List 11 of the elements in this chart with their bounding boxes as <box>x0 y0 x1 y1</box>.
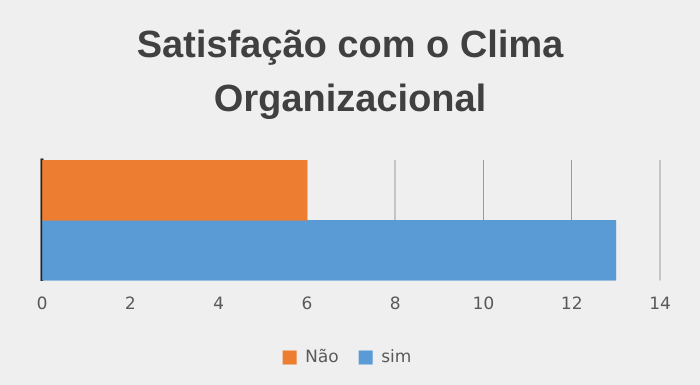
x-tick-label: 14 <box>649 294 671 314</box>
x-tick-label: 0 <box>36 294 48 314</box>
x-tick-label: 8 <box>390 294 401 314</box>
legend-label: sim <box>381 346 412 367</box>
x-tick-label: 2 <box>124 294 136 314</box>
legend-label: Não <box>305 346 339 367</box>
x-tick-label: 4 <box>213 294 224 314</box>
chart-title: Satisfação com o Clima Organizacional <box>136 23 564 122</box>
x-tick-label: 6 <box>301 294 312 314</box>
x-tick-label: 10 <box>472 294 494 314</box>
x-tick-label: 12 <box>560 294 583 314</box>
